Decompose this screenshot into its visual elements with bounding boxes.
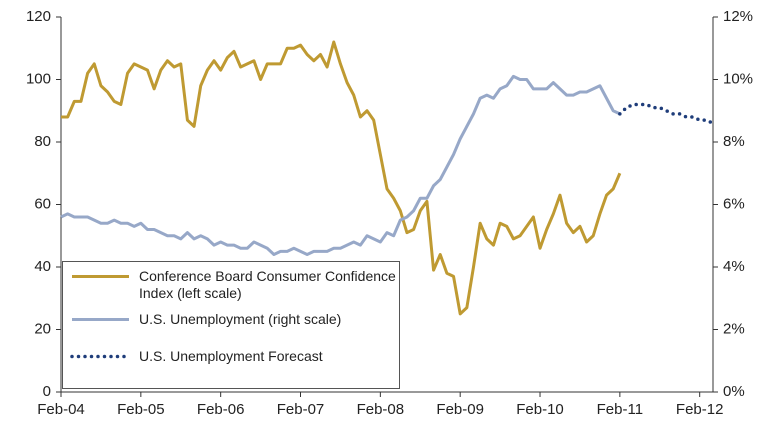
legend-entry: U.S. Unemployment (right scale) [63, 311, 401, 328]
y-tick-label: 20 [34, 320, 51, 337]
y2-tick-label: 8% [723, 133, 745, 150]
legend-label: U.S. Unemployment (right scale) [139, 311, 342, 327]
y-tick-label: 100 [26, 70, 51, 87]
legend-swatch [72, 275, 129, 278]
x-tick-label: Feb-10 [516, 401, 564, 418]
x-tick-label: Feb-05 [117, 401, 165, 418]
x-tick-label: Feb-12 [676, 401, 724, 418]
legend-label: U.S. Unemployment Forecast [139, 348, 323, 364]
legend-label: Conference Board Consumer Confidence Ind… [139, 268, 396, 301]
y2-tick-label: 4% [723, 258, 745, 275]
y-tick-label: 60 [34, 195, 51, 212]
legend-entry: U.S. Unemployment Forecast [63, 348, 401, 365]
series-line [60, 74, 621, 256]
legend: Conference Board Consumer Confidence Ind… [62, 261, 400, 389]
x-tick-label: Feb-08 [357, 401, 405, 418]
y-tick-label: 40 [34, 258, 51, 275]
x-tick-label: Feb-04 [37, 401, 85, 418]
x-tick-label: Feb-06 [197, 401, 245, 418]
y-tick-label: 80 [34, 133, 51, 150]
y2-tick-label: 12% [723, 8, 753, 25]
legend-entry: Conference Board Consumer Confidence Ind… [63, 268, 401, 302]
x-tick-label: Feb-09 [436, 401, 484, 418]
x-tick-label: Feb-11 [597, 401, 643, 418]
y2-tick-label: 0% [723, 383, 745, 400]
y-tick-label: 120 [26, 8, 51, 25]
series-line [61, 40, 622, 316]
series-line [618, 102, 715, 125]
x-tick-label: Feb-07 [277, 401, 325, 418]
y2-tick-label: 10% [723, 70, 753, 87]
y-tick-label: 0 [43, 383, 51, 400]
legend-swatch [70, 354, 131, 359]
y2-tick-label: 2% [723, 320, 745, 337]
legend-swatch [72, 318, 129, 321]
y2-tick-label: 6% [723, 195, 745, 212]
